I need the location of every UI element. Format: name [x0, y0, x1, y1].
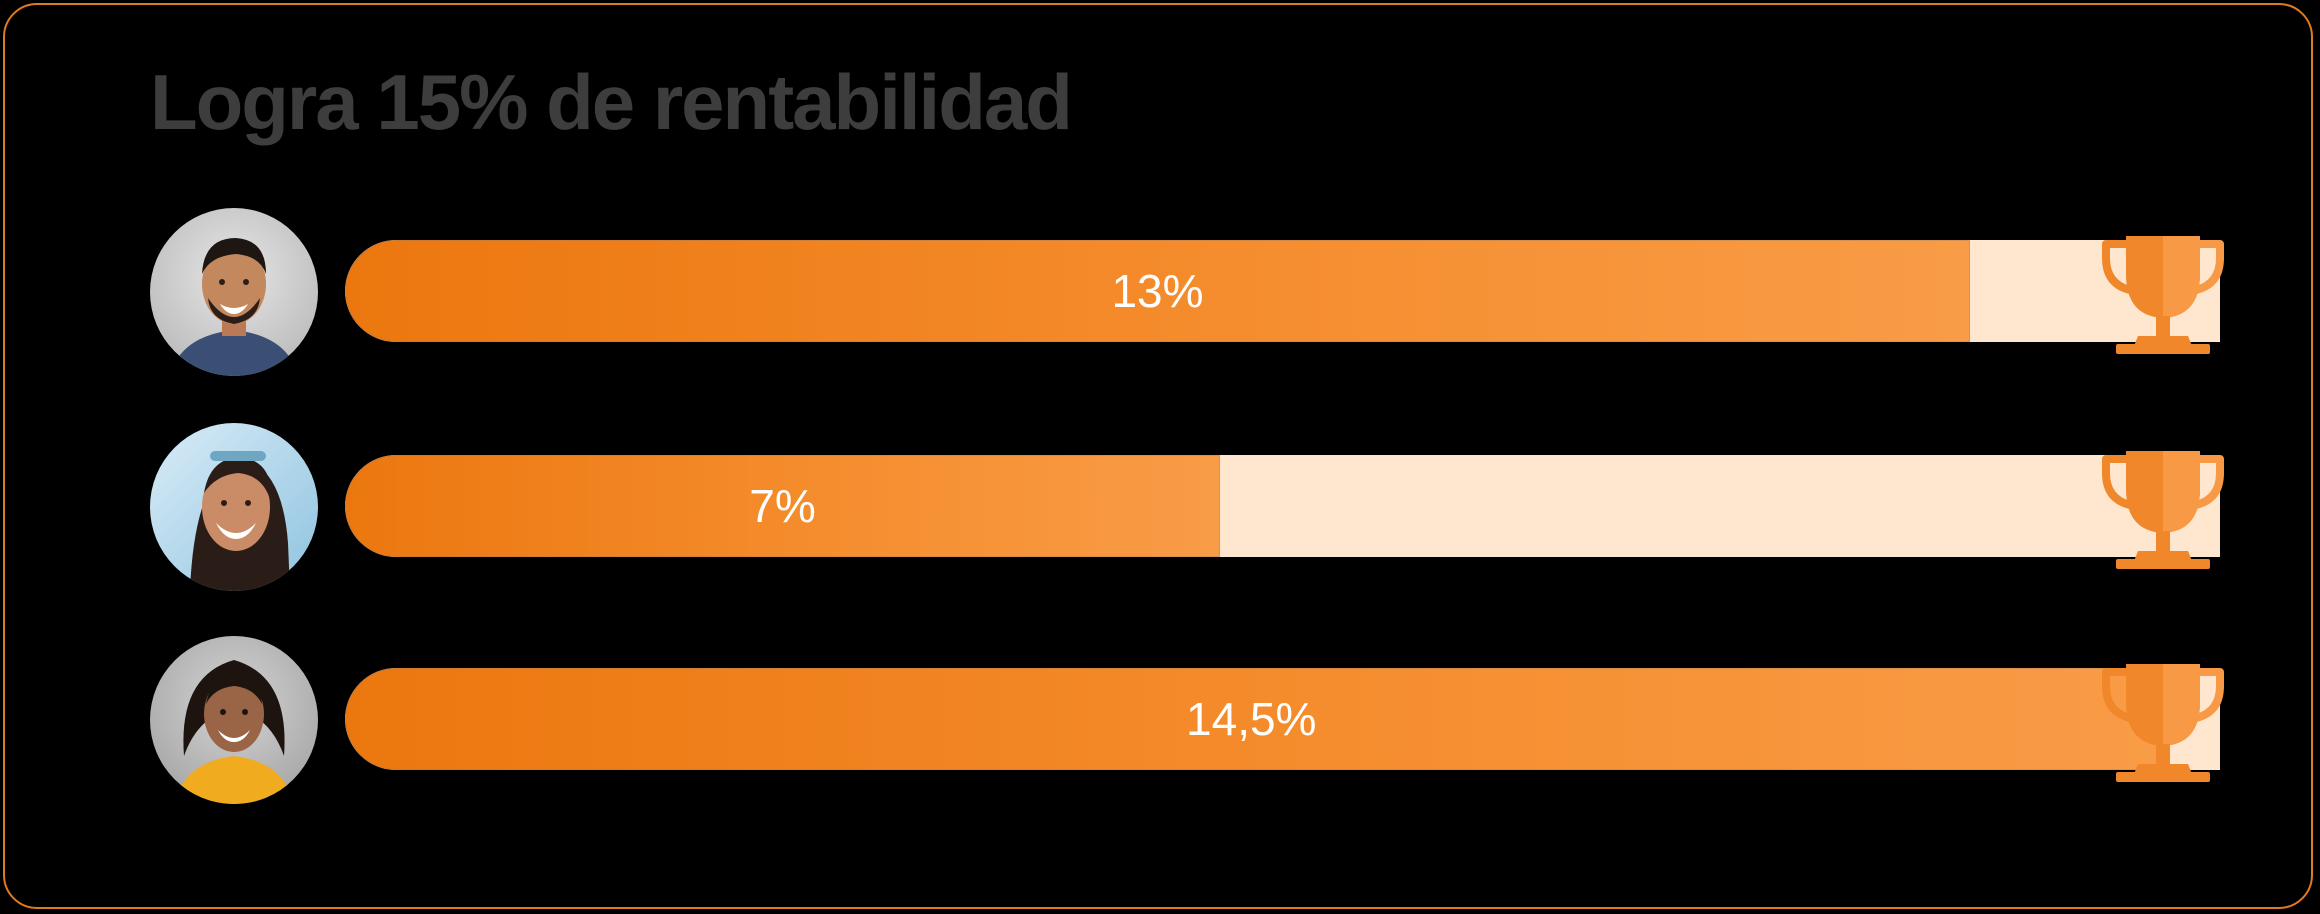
- man-avatar: [150, 208, 318, 376]
- progress-row: 13%: [0, 208, 2320, 378]
- trophy-icon: [2102, 236, 2224, 354]
- progress-fill: [345, 455, 1220, 557]
- curly-hair-woman-avatar: [150, 636, 318, 804]
- woman-avatar: [150, 423, 318, 591]
- progress-value: 13%: [1111, 265, 1204, 317]
- progress-fill: [345, 240, 1970, 342]
- progress-value: 14,5%: [1186, 693, 1317, 745]
- progress-value: 7%: [749, 480, 816, 532]
- progress-fill: [345, 668, 2158, 770]
- progress-track: 7%: [345, 455, 2220, 557]
- progress-row: 7%: [0, 423, 2320, 593]
- progress-row: 14,5%: [0, 636, 2320, 806]
- progress-track: 13%: [345, 240, 2220, 342]
- trophy-icon: [2102, 451, 2224, 569]
- card-title: Logra 15% de rentabilidad: [150, 58, 1073, 146]
- trophy-icon: [2102, 664, 2224, 782]
- progress-track: 14,5%: [345, 668, 2220, 770]
